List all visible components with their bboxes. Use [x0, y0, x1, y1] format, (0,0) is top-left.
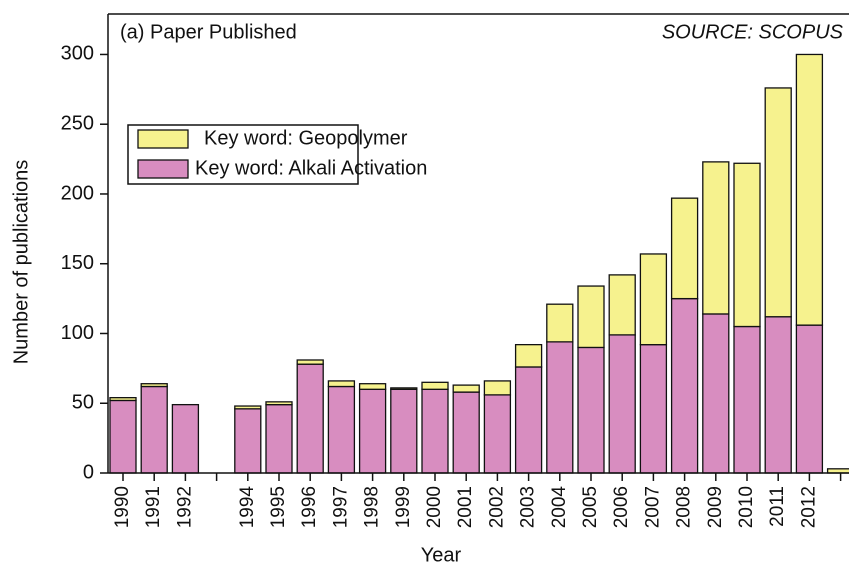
bar-segment [234, 405, 262, 410]
bar-segment [514, 343, 543, 368]
bar-segment [140, 383, 168, 388]
bar-segment [764, 316, 792, 474]
x-tick-label: 2012 [798, 486, 819, 528]
bar-segment [171, 403, 200, 474]
bar-segment [733, 325, 761, 474]
bar-segment [608, 274, 636, 336]
x-tick-label: 1999 [393, 486, 414, 528]
legend-swatch [137, 159, 189, 179]
x-tick-label: 1990 [112, 486, 133, 528]
bar-segment [546, 303, 574, 343]
x-tick-label: 1996 [299, 486, 320, 528]
x-tick-label: 1991 [143, 486, 164, 528]
bar-segment [702, 313, 730, 474]
bar-segment [639, 343, 668, 474]
bar-segment [795, 53, 824, 326]
bar-segment [795, 324, 824, 474]
y-tick-label: 200 [61, 182, 94, 204]
x-tick-label: 2003 [518, 486, 539, 528]
bar-segment [327, 385, 356, 474]
x-tick-label: 1992 [174, 486, 195, 528]
bar-segment [109, 397, 137, 402]
bar-segment [109, 399, 137, 474]
x-tick-label: 2010 [736, 486, 757, 528]
x-tick-label: 2005 [580, 486, 601, 528]
bar-segment [390, 388, 418, 474]
x-tick-label: 1998 [362, 486, 383, 528]
y-tick-label: 150 [61, 252, 94, 274]
x-tick-label: 1995 [268, 486, 289, 528]
y-axis-label: Number of publications [10, 160, 32, 365]
bar-segment [296, 359, 324, 365]
chart-title: (a) Paper Published [120, 21, 297, 43]
x-tick-label: 2008 [674, 486, 695, 528]
bar-segment [546, 341, 574, 474]
x-tick-label: 2009 [705, 486, 726, 528]
bar-segment [452, 391, 480, 474]
y-tick-label: 100 [61, 322, 94, 344]
bar-segment [358, 388, 387, 474]
bar-segment [390, 387, 418, 390]
x-tick-label: 1997 [330, 486, 351, 528]
annotation: SOURCE: SCOPUS [662, 21, 844, 43]
x-tick-label: 2004 [549, 486, 570, 529]
plot-area [109, 53, 849, 474]
y-tick-label: 0 [83, 461, 94, 483]
x-tick-label: 1994 [237, 486, 258, 529]
bar-segment [670, 197, 699, 300]
x-tick-label: 2002 [486, 486, 507, 528]
bar-segment [577, 346, 605, 474]
y-tick-label: 250 [61, 112, 94, 134]
bar-segment [577, 285, 605, 349]
legend-label: Key word: Alkali Activation [195, 157, 427, 179]
x-tick-label: 2011 [767, 486, 788, 527]
y-tick-label: 300 [61, 43, 94, 65]
bar-segment [421, 381, 449, 390]
bar-segment [670, 297, 699, 474]
bar-segment [639, 253, 668, 346]
bar-segment [452, 384, 480, 393]
x-tick-label: 2007 [642, 486, 663, 528]
bar-segment [234, 408, 262, 474]
bar-segment [483, 380, 512, 396]
x-tick-label: 2001 [455, 486, 476, 528]
x-tick-label: 2000 [424, 486, 445, 528]
bar-segment [514, 366, 543, 474]
legend-label: Key word: Geopolymer [204, 127, 408, 149]
bar-segment [702, 161, 730, 315]
bar-segment [327, 380, 356, 388]
legend-swatch [137, 129, 189, 149]
bar-segment [265, 401, 293, 406]
y-tick-label: 50 [72, 392, 94, 414]
bar-segment [140, 385, 168, 474]
x-tick-label: 2006 [611, 486, 632, 528]
bar-segment [608, 334, 636, 474]
bar-segment [358, 383, 387, 390]
bar-segment [733, 162, 761, 328]
x-axis-label: Year [421, 544, 462, 566]
bar-segment [421, 388, 449, 474]
bar-segment [296, 363, 324, 474]
bar-segment [764, 87, 792, 318]
bar-segment [265, 403, 293, 474]
bar-segment [483, 394, 512, 474]
